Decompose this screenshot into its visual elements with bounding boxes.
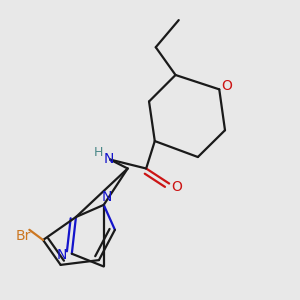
Text: N: N <box>57 248 68 262</box>
Text: O: O <box>172 180 183 194</box>
Text: N: N <box>102 190 112 204</box>
Text: Br: Br <box>16 229 31 243</box>
Text: H: H <box>93 146 103 159</box>
Text: N: N <box>103 152 114 166</box>
Text: O: O <box>221 79 232 92</box>
